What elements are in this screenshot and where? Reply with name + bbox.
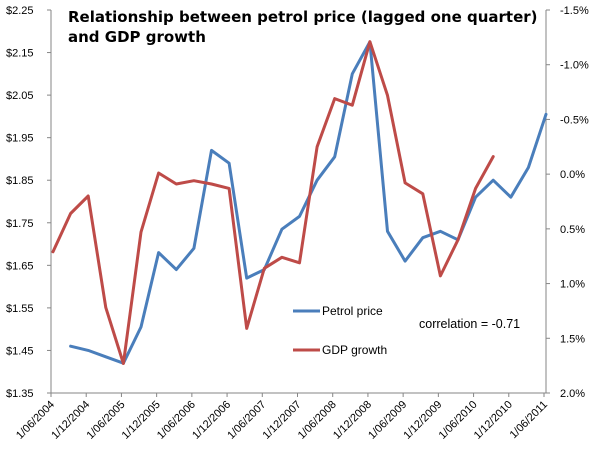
- y-right-tick-label: -0.5%: [560, 114, 589, 126]
- x-tick-label: 1/12/2010: [472, 399, 515, 442]
- y-left-tick-label: $2.05: [6, 90, 34, 102]
- y-right-tick-label: 1.5%: [560, 333, 585, 345]
- correlation-annotation: correlation = -0.71: [419, 317, 520, 331]
- legend-label-gdp-growth: GDP growth: [322, 343, 387, 357]
- y-left-tick-label: $2.15: [6, 48, 34, 60]
- series-layer: [51, 40, 548, 365]
- chart-title-line-2: and GDP growth: [68, 28, 206, 46]
- y-left-tick-label: $1.35: [6, 388, 34, 400]
- y-left-tick-label: $1.95: [6, 133, 34, 145]
- y-left-tick-label: $1.65: [6, 260, 34, 272]
- series-line-gdp-growth: [51, 40, 495, 365]
- chart-title-line-1: Relationship between petrol price (lagge…: [68, 8, 538, 26]
- y-right-tick-label: -1.0%: [560, 60, 589, 72]
- y-right-tick-label: 0.0%: [560, 169, 585, 181]
- chart-title: Relationship between petrol price (lagge…: [68, 8, 538, 46]
- x-tick-label: 1/06/2011: [508, 399, 551, 442]
- y-right-tick-label: -1.5%: [560, 5, 589, 17]
- y-left-tick-label: $1.45: [6, 345, 34, 357]
- y-left-tick-label: $1.85: [6, 175, 34, 187]
- y-left-tick-label: $1.75: [6, 218, 34, 230]
- legend: Petrol price GDP growth: [293, 304, 387, 357]
- y-right-tick-label: 2.0%: [560, 388, 585, 400]
- y-left-tick-label: $1.55: [6, 303, 34, 315]
- y-right-tick-label: 0.5%: [560, 224, 585, 236]
- y-left-tick-label: $2.25: [6, 5, 34, 17]
- y-right-tick-label: 1.0%: [560, 279, 585, 291]
- legend-label-petrol-price: Petrol price: [322, 304, 383, 318]
